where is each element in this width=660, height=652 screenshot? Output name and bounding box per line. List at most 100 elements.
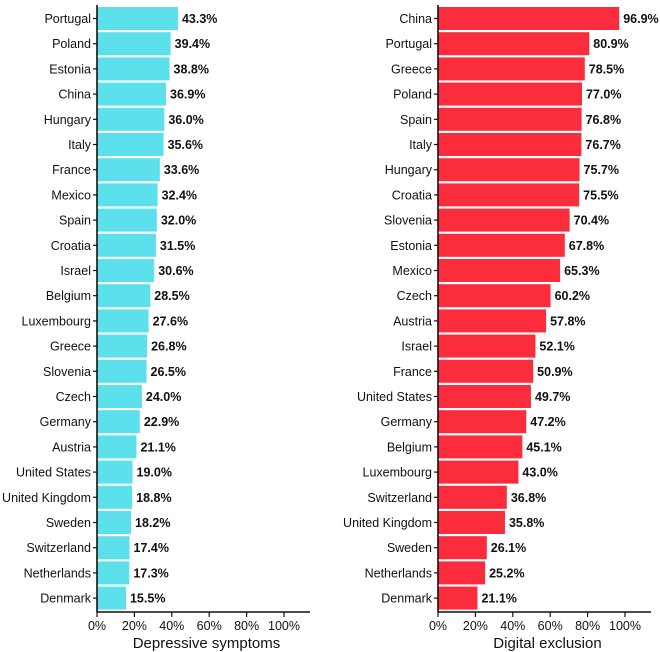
value-label: 33.6% (164, 163, 199, 177)
x-tick-label: 20% (122, 619, 147, 633)
bar-0-3 (97, 82, 167, 106)
bar-1-3 (438, 82, 582, 106)
category-label: Portugal (385, 37, 432, 51)
category-label: Sweden (46, 516, 91, 530)
value-label: 75.5% (583, 188, 618, 202)
bar-0-6 (97, 158, 160, 182)
bar-0-8 (97, 208, 157, 232)
category-label: Denmark (381, 592, 432, 606)
value-label: 18.8% (136, 491, 171, 505)
bar-1-0 (438, 7, 620, 30)
category-label: Switzerland (26, 541, 91, 555)
value-label: 26.5% (151, 365, 186, 379)
bar-0-22 (97, 561, 130, 585)
x-tick-label: 100% (609, 619, 641, 633)
digital-exclusion-panel: China 96.9% Portugal 80.9% Greece 78.5% Poland… (343, 5, 659, 652)
value-label: 27.6% (153, 314, 188, 328)
category-label: Hungary (44, 113, 92, 127)
bar-0-20 (97, 511, 132, 534)
bar-1-6 (438, 158, 580, 182)
bar-1-2 (438, 57, 585, 81)
category-label: Austria (52, 440, 91, 454)
category-label: Germany (381, 415, 433, 429)
bar-0-9 (97, 233, 156, 257)
value-label: 70.4% (574, 214, 609, 228)
category-label: Italy (68, 138, 92, 152)
category-label: Poland (52, 37, 91, 51)
bar-0-1 (97, 32, 171, 56)
value-label: 77.0% (586, 88, 621, 102)
x-tick-label: 40% (159, 619, 184, 633)
value-label: 65.3% (564, 264, 599, 278)
category-label: Italy (409, 138, 433, 152)
x-tick-label: 60% (538, 619, 563, 633)
bar-0-12 (97, 309, 149, 333)
value-label: 78.5% (589, 62, 624, 76)
bar-0-13 (97, 334, 148, 358)
value-label: 43.3% (182, 12, 217, 26)
value-label: 80.9% (593, 37, 628, 51)
bar-1-4 (438, 107, 582, 131)
x-axis-title: Depressive symptoms (133, 635, 281, 652)
value-label: 43.0% (522, 466, 557, 480)
category-label: United Kingdom (343, 516, 432, 530)
category-label: Israel (401, 340, 432, 354)
category-label: China (58, 88, 91, 102)
value-label: 36.9% (170, 88, 205, 102)
bar-1-22 (438, 561, 486, 585)
x-tick-label: 60% (197, 619, 222, 633)
bar-1-5 (438, 133, 582, 156)
category-label: Hungary (385, 163, 433, 177)
bar-0-14 (97, 359, 147, 383)
value-label: 22.9% (144, 415, 179, 429)
category-label: Netherlands (365, 566, 432, 580)
bar-1-8 (438, 208, 570, 232)
x-axis-title: Digital exclusion (493, 635, 601, 652)
value-label: 67.8% (569, 239, 604, 253)
value-label: 50.9% (537, 365, 572, 379)
category-label: Croatia (392, 188, 432, 202)
bar-1-20 (438, 511, 505, 534)
category-label: Sweden (387, 541, 432, 555)
x-tick-label: 0% (429, 619, 447, 633)
value-label: 32.0% (161, 214, 196, 228)
value-label: 26.8% (151, 340, 186, 354)
value-label: 18.2% (135, 516, 170, 530)
bar-0-7 (97, 183, 158, 207)
category-label: Luxembourg (363, 466, 433, 480)
value-label: 36.8% (511, 491, 546, 505)
bar-0-10 (97, 259, 155, 282)
category-label: Mexico (392, 264, 432, 278)
category-label: Greece (50, 340, 91, 354)
category-label: Netherlands (24, 566, 91, 580)
category-label: Belgium (387, 440, 432, 454)
category-label: Estonia (390, 239, 432, 253)
category-label: Mexico (51, 188, 91, 202)
value-label: 52.1% (539, 340, 574, 354)
value-label: 17.3% (133, 566, 168, 580)
value-label: 19.0% (137, 466, 172, 480)
value-label: 30.6% (158, 264, 193, 278)
bar-1-16 (438, 410, 527, 434)
category-label: Slovenia (384, 214, 432, 228)
category-label: United States (16, 466, 91, 480)
value-label: 38.8% (174, 62, 209, 76)
bar-1-17 (438, 435, 523, 459)
bar-1-15 (438, 385, 531, 408)
x-tick-label: 0% (88, 619, 106, 633)
bar-0-0 (97, 7, 178, 30)
value-label: 24.0% (146, 390, 181, 404)
bar-0-4 (97, 107, 165, 131)
category-label: United States (357, 390, 432, 404)
category-label: Czech (397, 289, 432, 303)
bar-1-7 (438, 183, 580, 207)
bar-0-16 (97, 410, 140, 434)
value-label: 60.2% (555, 289, 590, 303)
category-label: Denmark (40, 592, 91, 606)
category-label: Slovenia (43, 365, 91, 379)
bar-0-17 (97, 435, 137, 459)
x-tick-label: 100% (268, 619, 300, 633)
value-label: 15.5% (130, 592, 165, 606)
bar-0-19 (97, 485, 133, 509)
